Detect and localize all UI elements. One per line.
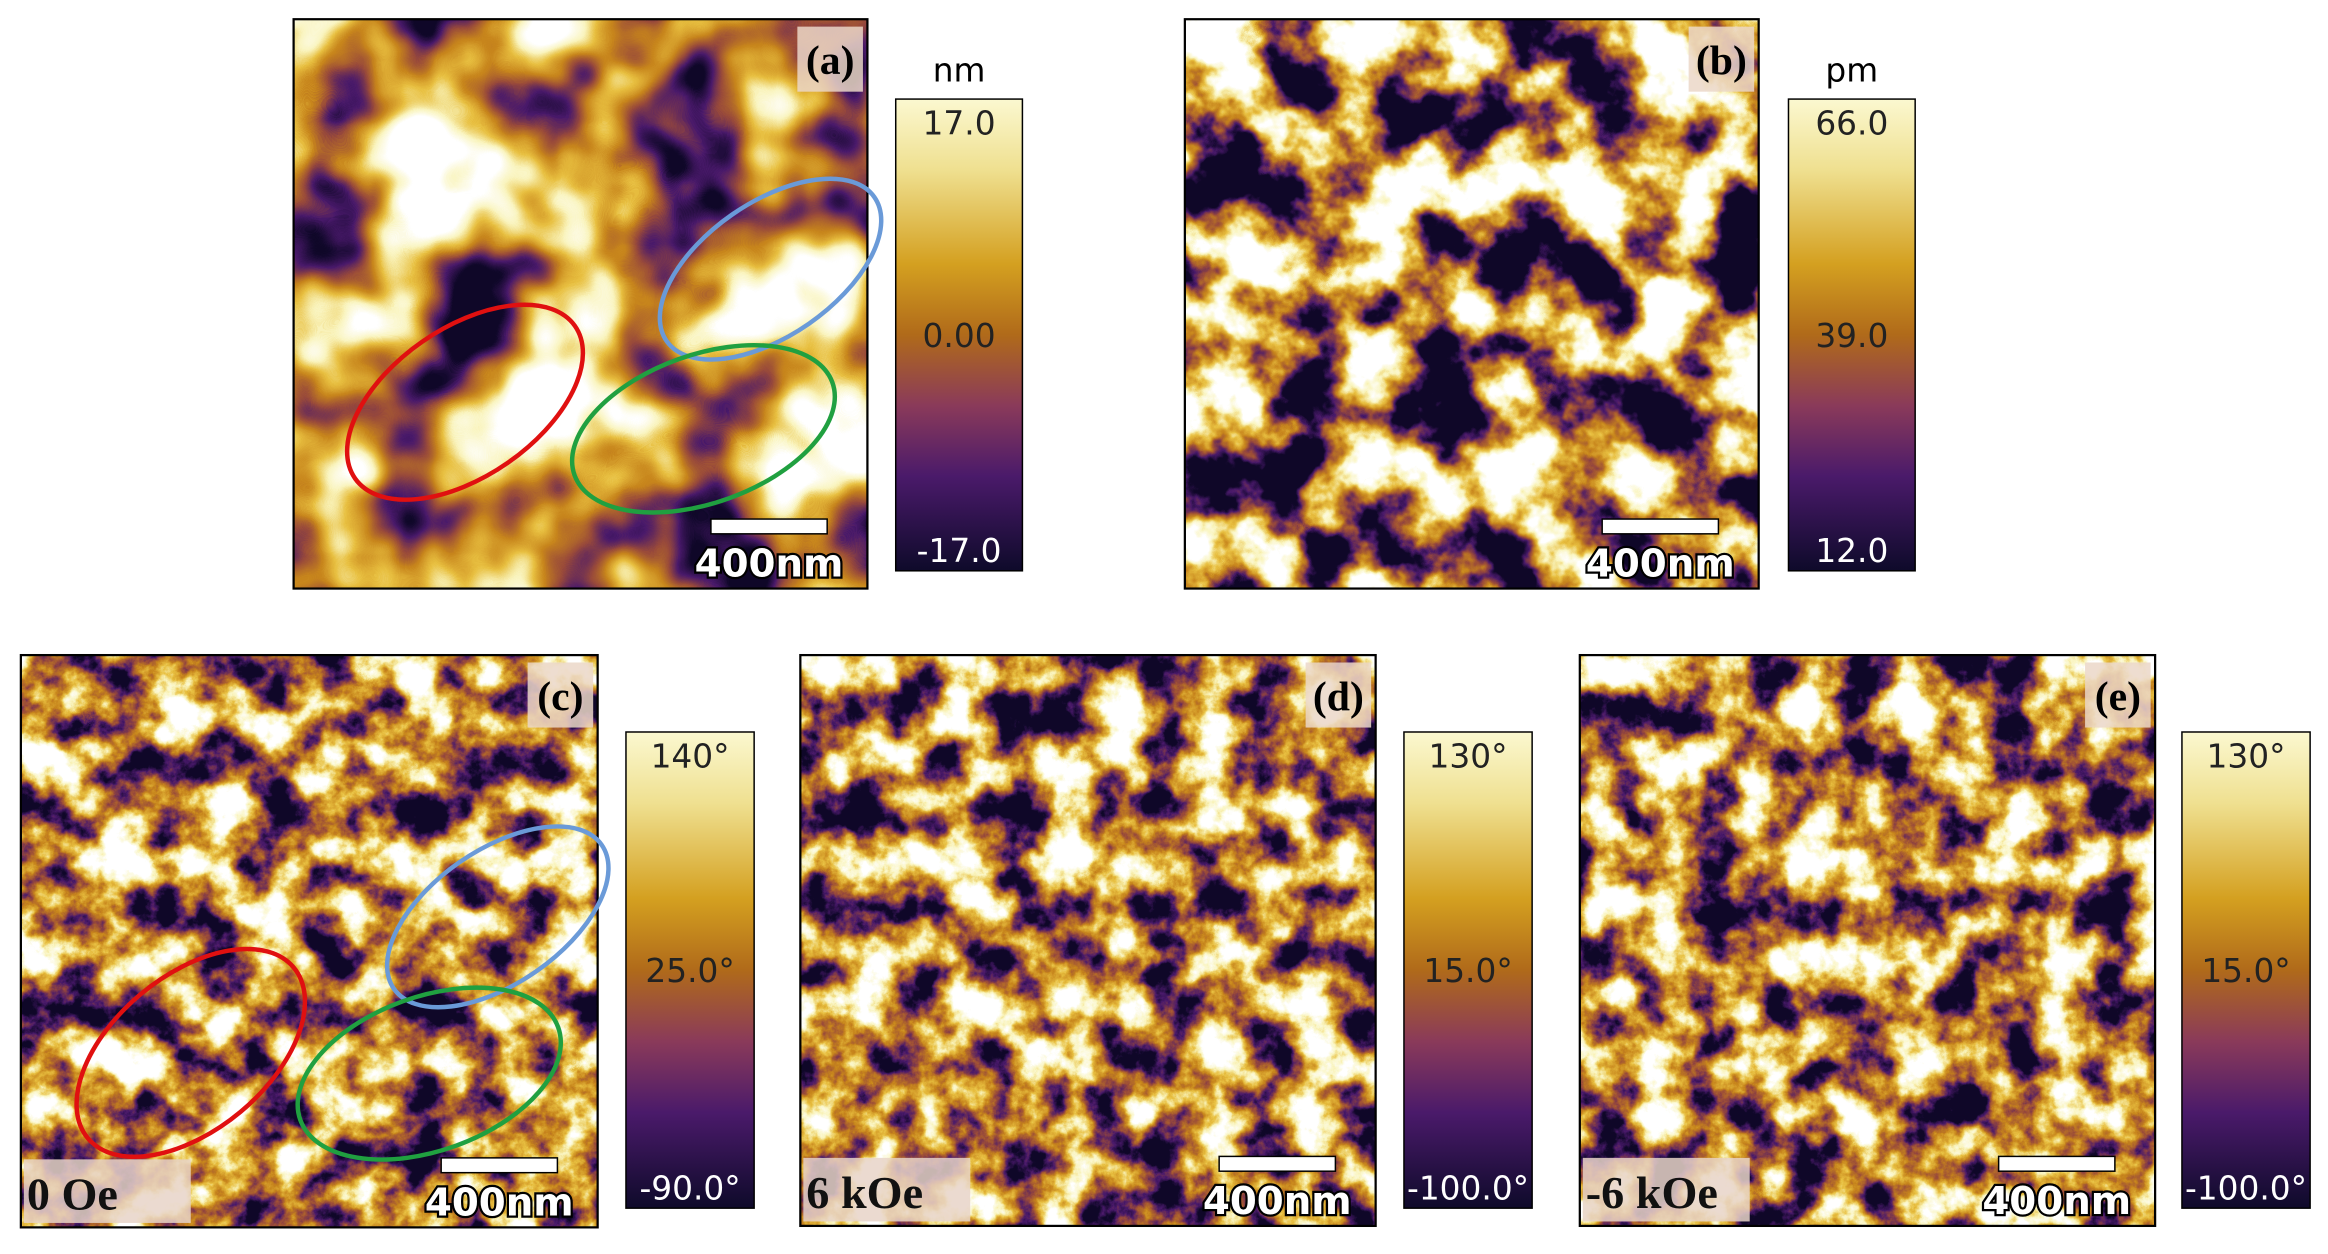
colorbar-tick-label: 17.0 xyxy=(923,105,996,143)
region-ellipse xyxy=(569,343,838,515)
afm-image xyxy=(1184,19,1759,589)
field-box xyxy=(1582,1157,1750,1222)
colorbar-tick-label: -100.0° xyxy=(2185,1169,2307,1207)
colorbar xyxy=(2181,731,2311,1209)
panel: (c) 400nm 0 Oe 140° 25.0° -90.0° xyxy=(19,653,755,1229)
colorbar-unit: pm xyxy=(1825,51,1878,89)
colorbar-tick-label: 66.0 xyxy=(1815,105,1888,143)
scale-bar xyxy=(1218,1155,1337,1172)
field-label: -6 kOe xyxy=(1586,1167,1718,1218)
panel: (b) 400nm pm 66.0 39.0 12.0 xyxy=(1183,18,1916,590)
panel-label: (b) xyxy=(1696,37,1747,84)
image-border xyxy=(1578,653,2157,1228)
image-border xyxy=(799,653,1377,1228)
region-ellipse xyxy=(295,985,564,1162)
colorbar xyxy=(625,731,755,1209)
label-box xyxy=(2085,662,2151,728)
colorbar xyxy=(894,98,1024,572)
label-box xyxy=(527,662,594,728)
panel-label: (c) xyxy=(537,673,583,720)
region-ellipse xyxy=(384,824,611,1010)
colorbar-tick-label: 140° xyxy=(651,738,730,776)
label-box xyxy=(797,26,863,92)
colorbar-tick-label: -90.0° xyxy=(639,1169,740,1207)
field-label: 6 kOe xyxy=(806,1167,923,1218)
scale-bar xyxy=(1601,518,1720,535)
panel-label: (a) xyxy=(806,37,855,84)
colorbar-tick-label: 12.0 xyxy=(1815,532,1888,570)
scale-bar-label: 400nm xyxy=(695,542,844,587)
panel-label: (e) xyxy=(2095,673,2141,720)
panel: (e) 400nm -6 kOe 130° 15.0° -100.0° xyxy=(1578,653,2311,1228)
colorbar-tick-label: 25.0° xyxy=(645,952,734,990)
scale-bar xyxy=(440,1157,559,1174)
scale-bar xyxy=(1997,1155,2116,1172)
colorbar-tick-label: -17.0 xyxy=(917,532,1002,570)
colorbar xyxy=(1787,98,1916,572)
afm-image xyxy=(1579,655,2156,1226)
image-border xyxy=(19,653,599,1229)
panel-label: (d) xyxy=(1313,673,1364,720)
colorbar-unit: nm xyxy=(933,51,986,89)
afm-image xyxy=(20,655,598,1228)
label-box xyxy=(1688,26,1755,92)
colorbar xyxy=(1403,731,1533,1209)
field-box xyxy=(803,1157,971,1222)
afm-image xyxy=(293,19,868,589)
image-border xyxy=(292,18,869,590)
region-ellipse xyxy=(74,946,308,1159)
panel: (d) 400nm 6 kOe 130° 15.0° -100.0° xyxy=(799,653,1533,1228)
scale-bar-label: 400nm xyxy=(425,1181,574,1226)
colorbar-tick-label: 130° xyxy=(2207,738,2286,776)
colorbar-tick-label: -100.0° xyxy=(1407,1169,1529,1207)
colorbar-tick-label: 130° xyxy=(1429,738,1508,776)
field-box xyxy=(23,1159,191,1223)
colorbar-tick-label: 15.0° xyxy=(2201,952,2290,990)
scale-bar-label: 400nm xyxy=(1982,1179,2131,1224)
field-label: 0 Oe xyxy=(27,1169,118,1220)
region-ellipse xyxy=(657,176,884,362)
scale-bar-label: 400nm xyxy=(1203,1179,1352,1224)
colorbar-tick-label: 0.00 xyxy=(923,317,996,355)
scale-bar-label: 400nm xyxy=(1586,542,1735,587)
scale-bar xyxy=(710,518,828,535)
panel: (a) 400nm nm 17.0 0.00 -17.0 xyxy=(292,18,1024,590)
region-ellipse xyxy=(344,302,586,502)
colorbar-tick-label: 39.0 xyxy=(1815,317,1888,355)
colorbar-tick-label: 15.0° xyxy=(1423,952,1512,990)
afm-image xyxy=(800,655,1376,1226)
image-border xyxy=(1183,18,1760,590)
label-box xyxy=(1305,662,1372,728)
